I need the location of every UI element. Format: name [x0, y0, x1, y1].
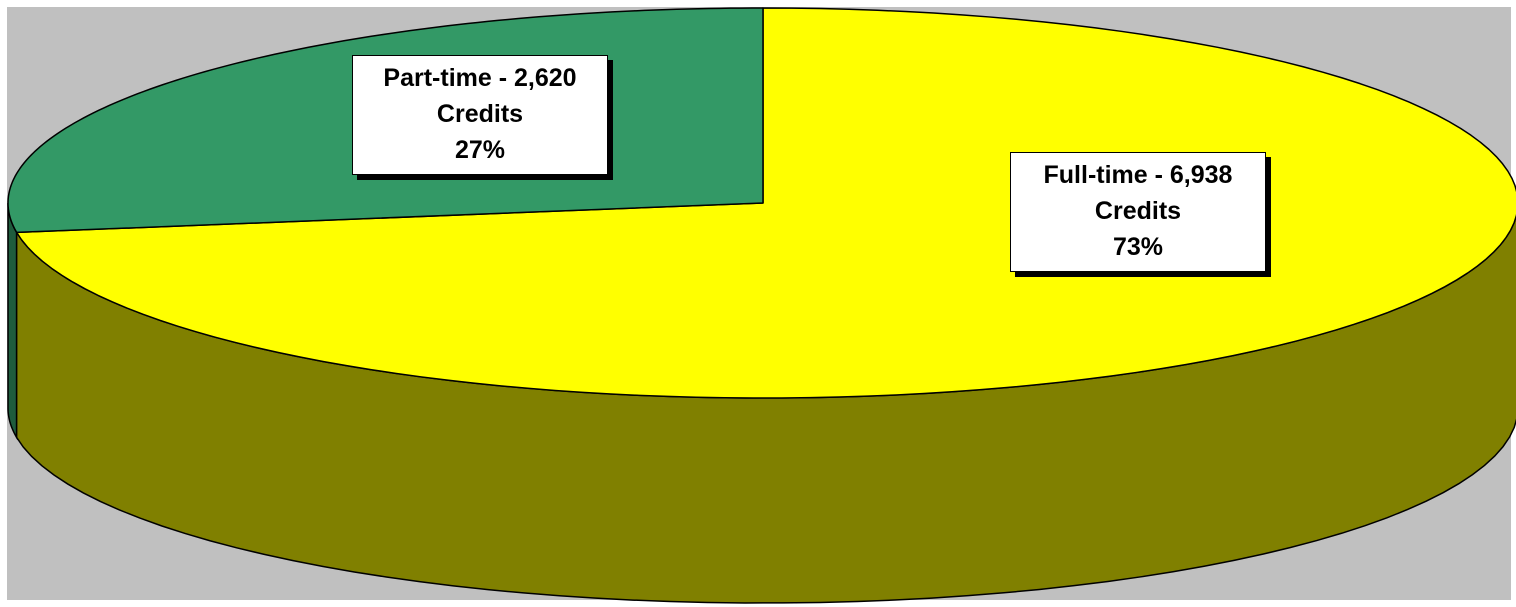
- data-label-part-time-line-1: Part-time - 2,620: [383, 64, 577, 92]
- pie-slices: [7, 7, 1516, 604]
- data-label-full-time-line-1: Full-time - 6,938: [1043, 161, 1233, 189]
- data-label-full-time-line-3: 73%: [1112, 233, 1164, 261]
- data-label-part-time-line-2: Credits: [436, 100, 524, 128]
- pie-slice-full-time: [15, 7, 1516, 399]
- data-label-part-time-line-3: 27%: [454, 136, 506, 164]
- data-label-part-time: Part-time - 2,620 Credits 27%: [352, 55, 608, 175]
- data-label-full-time-line-2: Credits: [1094, 197, 1182, 225]
- data-label-full-time: Full-time - 6,938 Credits 73%: [1010, 152, 1266, 272]
- pie-side-part-time: [7, 203, 18, 441]
